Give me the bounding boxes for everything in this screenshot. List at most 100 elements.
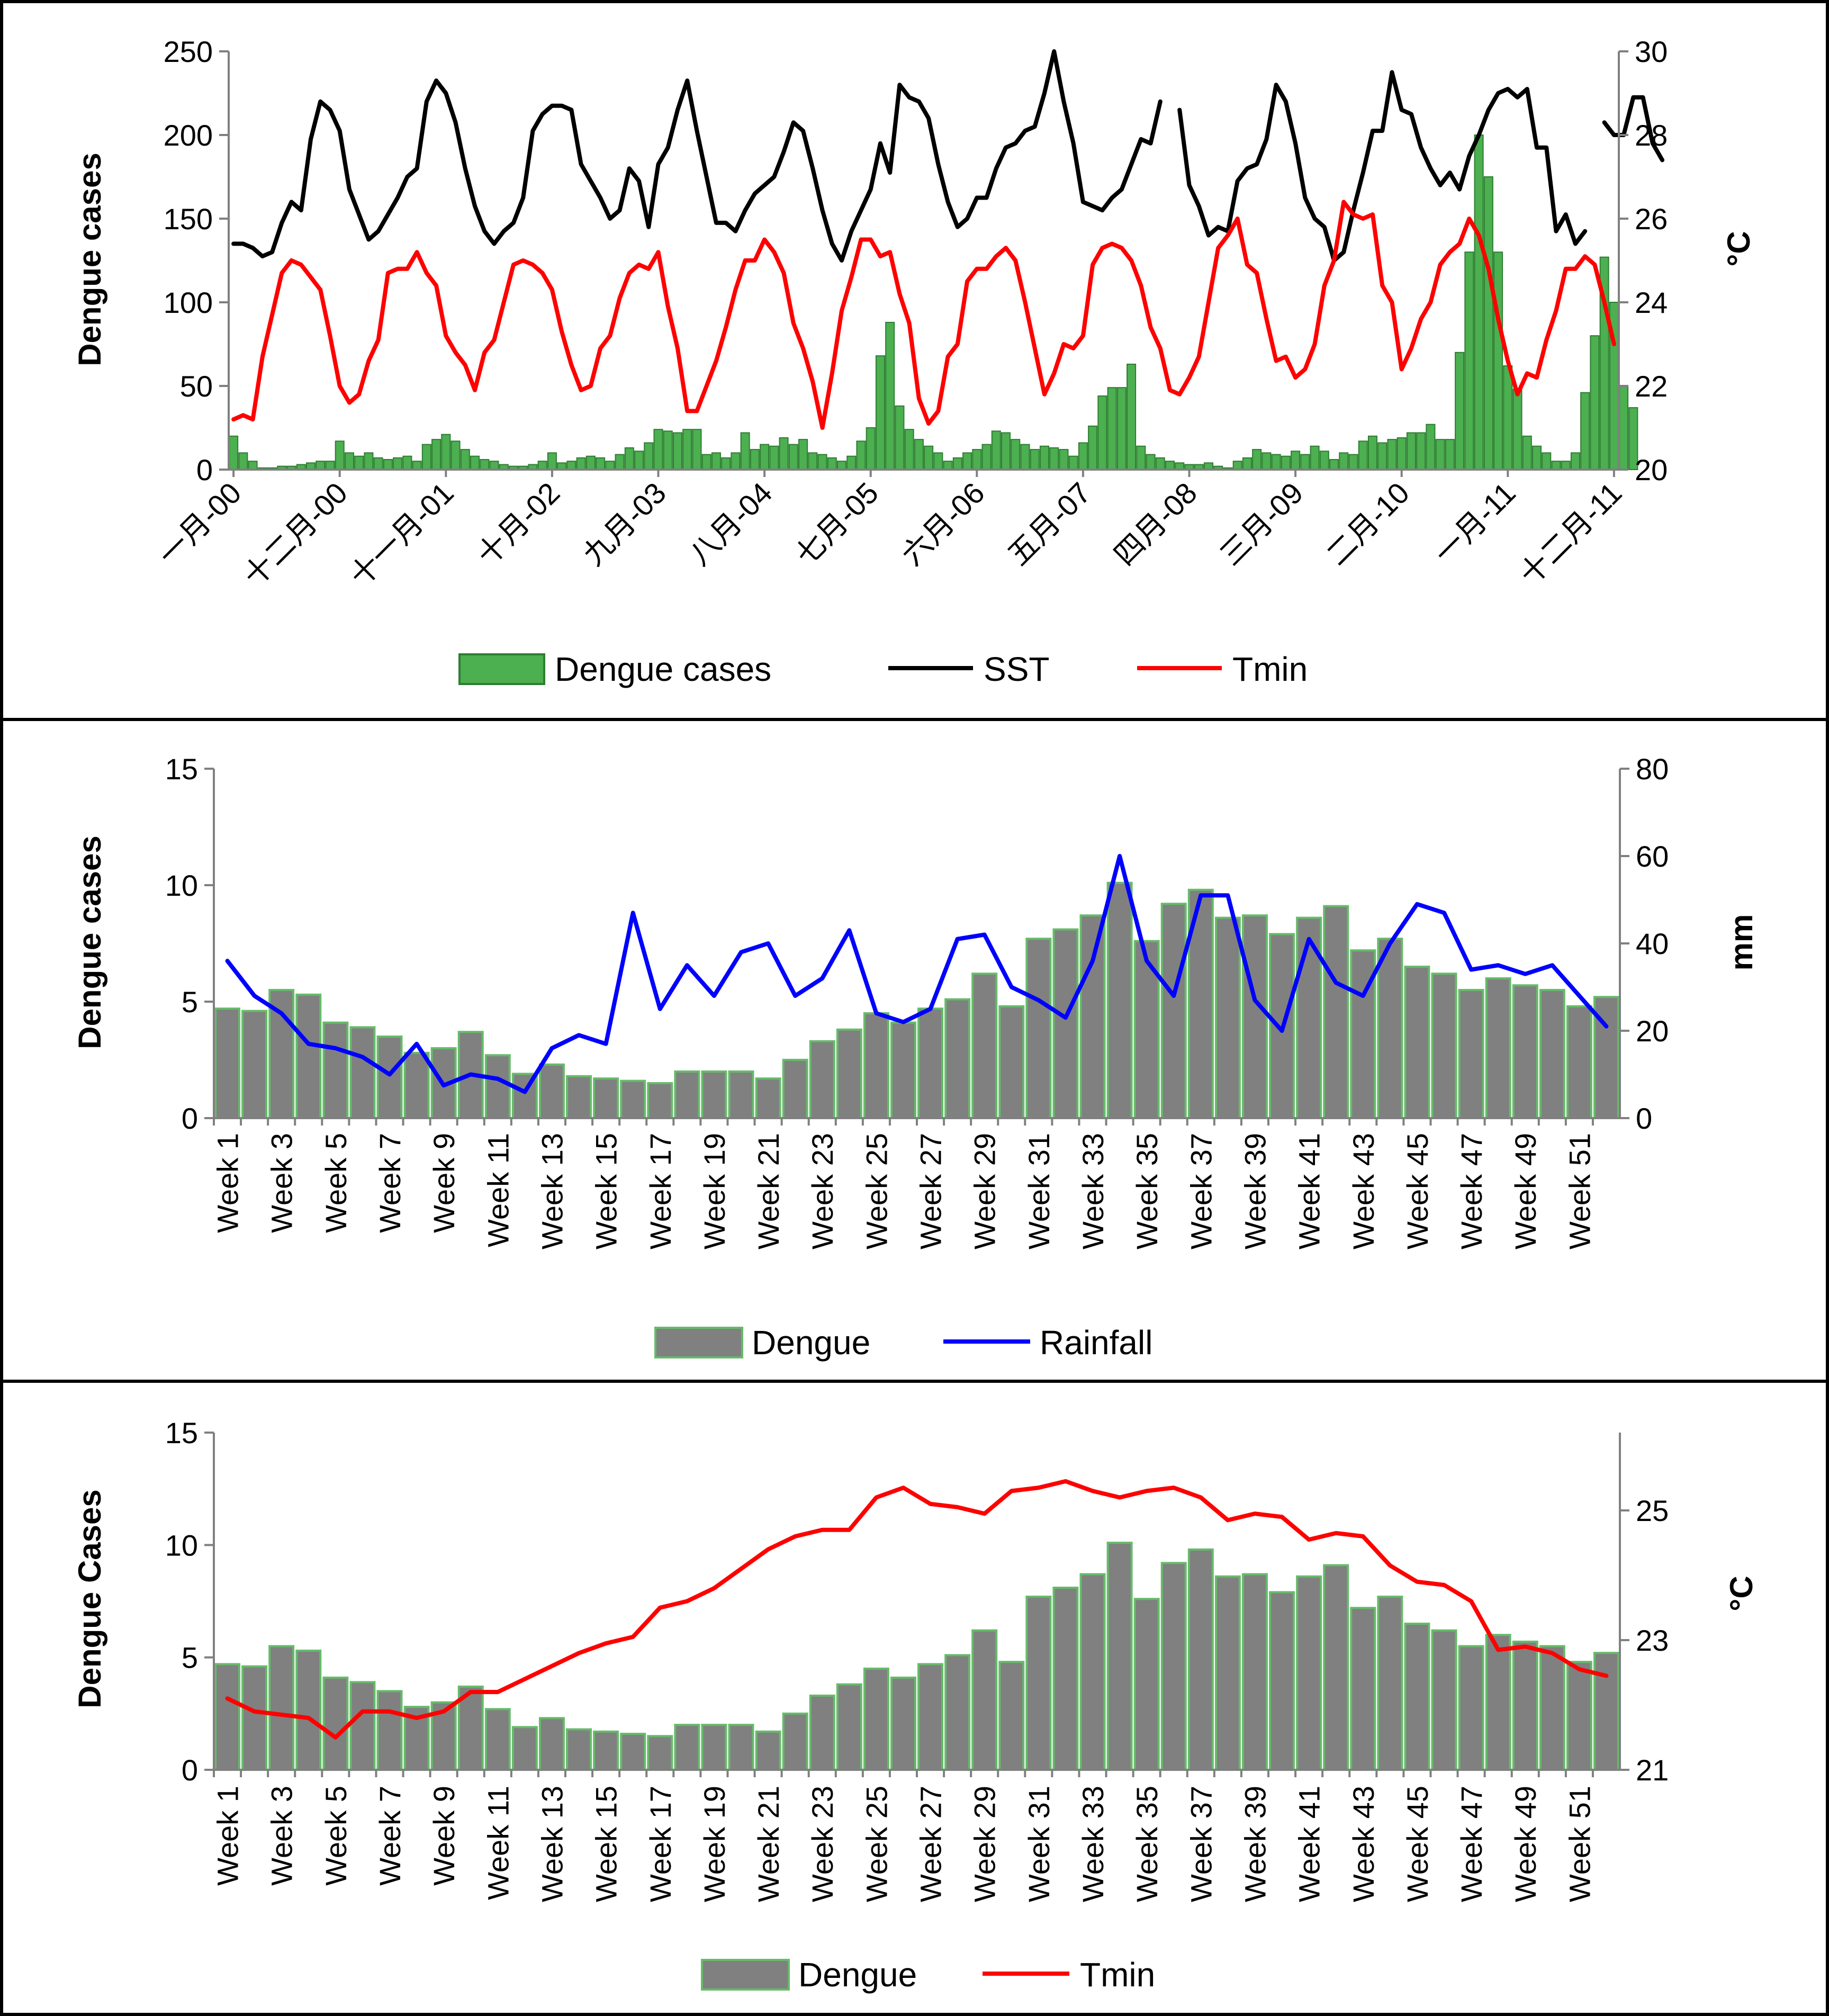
chart-2-line-rainfall: [225, 854, 1609, 1094]
chart-1-bar: [798, 439, 808, 470]
chart-1-y-tick-label: 250: [164, 35, 213, 68]
chart-3-x-tick-label: Week 47: [1455, 1786, 1488, 1902]
chart-3-x-tick-label: Week 51: [1563, 1786, 1596, 1902]
chart-1-bar: [1396, 437, 1407, 471]
chart-2-x-tick-label: Week 25: [860, 1133, 893, 1249]
chart-1-bar: [1377, 442, 1387, 471]
chart-1-bar: [1136, 445, 1146, 471]
chart-3-x-tick-label: Week 49: [1509, 1786, 1542, 1902]
chart-1-y-ticks: 0 50 100 150 200 250: [164, 35, 229, 487]
chart-3-bar: [295, 1649, 322, 1771]
chart-2-x-tick-label: Week 13: [536, 1133, 569, 1249]
chart-3-bar: [241, 1665, 268, 1771]
chart-3-bar: [1241, 1573, 1268, 1771]
chart-3-bar: [268, 1645, 295, 1771]
chart-3-x-tick-label: Week 17: [644, 1786, 677, 1902]
chart-1-y-axis-title: Dengue cases: [72, 152, 107, 366]
chart-2-bar: [1241, 914, 1268, 1119]
chart-1-x-tick-label: 十一月-01: [343, 476, 460, 593]
chart-1-y-tick-label: 50: [180, 370, 213, 403]
chart-3-bar: [674, 1724, 700, 1771]
chart-1-bar: [1116, 387, 1127, 470]
chart-3-bar: [809, 1694, 835, 1771]
chart-3-y-axis-title: Dengue Cases: [72, 1489, 107, 1708]
chart-3-bar: [1431, 1629, 1457, 1771]
chart-1-x-tick-label: 九月-03: [576, 476, 672, 572]
chart-1-bar: [1242, 457, 1252, 471]
chart-3-x-tick-label: Week 9: [427, 1786, 461, 1886]
chart-1-bar: [914, 439, 924, 470]
chart-3-bar: [971, 1629, 998, 1771]
chart-1-bar: [750, 449, 760, 471]
chart-2-x-tick-label: Week 3: [265, 1133, 299, 1233]
chart-3-x-tick-label: Week 27: [914, 1786, 948, 1902]
chart-3-legend-swatch-dengue: [701, 1959, 790, 1991]
chart-2-x-tick-label: Week 23: [806, 1133, 839, 1249]
chart-1-y2-tick-label: 22: [1635, 370, 1668, 403]
chart-3-bar: [1187, 1548, 1214, 1771]
chart-1-bar: [1319, 451, 1329, 470]
chart-2-x-tick-label: Week 21: [752, 1133, 785, 1249]
chart-3-bar: [1485, 1634, 1511, 1771]
chart-3-bar: [647, 1735, 673, 1771]
chart-3-bar: [1512, 1640, 1538, 1771]
chart-1-bar: [229, 435, 239, 470]
chart-1-bar: [1561, 461, 1571, 471]
chart-2-bar: [1323, 905, 1349, 1119]
chart-3-bar: [1566, 1661, 1592, 1771]
chart-2-bar: [1106, 881, 1133, 1119]
chart-1-bar: [875, 355, 885, 470]
chart-3-bar: [1404, 1622, 1430, 1771]
chart-3-x-tick-label: Week 41: [1293, 1786, 1326, 1902]
chart-2-bar: [647, 1082, 673, 1119]
chart-1-bar: [1127, 363, 1137, 470]
chart-2-x-tick-label: Week 47: [1455, 1133, 1488, 1249]
chart-1-bar: [1291, 451, 1301, 470]
chart-1-bar: [1059, 449, 1069, 471]
chart-1-bar: [1329, 459, 1339, 470]
chart-2-bar: [863, 1012, 889, 1119]
chart-2-bar: [322, 1021, 349, 1119]
chart-1-bar: [1088, 425, 1098, 471]
chart-2-bar: [836, 1028, 862, 1120]
chart-1-bar: [1435, 439, 1445, 470]
chart-3-y2-tick-label: 23: [1636, 1624, 1669, 1657]
chart-1-x-tick-label: 四月-08: [1107, 476, 1203, 572]
chart-2-y-tick-label: 15: [165, 752, 198, 786]
chart-2-bar: [728, 1070, 754, 1119]
chart-1-bar: [431, 439, 442, 470]
chart-1-bar: [1406, 432, 1416, 470]
chart-3-x-tick-label: Week 39: [1239, 1786, 1272, 1902]
chart-3-bar: [917, 1663, 944, 1771]
chart-2-y2-axis-title: mm: [1724, 914, 1759, 971]
chart-1-y2-tick-label: 24: [1635, 286, 1668, 319]
chart-1-legend-label-tmin: Tmin: [1232, 650, 1308, 688]
chart-1-bar: [1155, 457, 1165, 471]
chart-2-x-tick-label: Week 39: [1239, 1133, 1272, 1249]
chart-1-bar: [335, 440, 345, 471]
chart-3-x-tick-label: Week 33: [1076, 1786, 1110, 1902]
chart-1-x-tick-label: 八月-04: [683, 476, 779, 572]
chart-3-bar: [1458, 1645, 1484, 1771]
chart-1-y2-tick-label: 30: [1635, 35, 1668, 68]
chart-1-bar: [1512, 389, 1522, 470]
chart-1-bar: [1367, 435, 1378, 470]
chart-2-lines: [225, 854, 1609, 1094]
chart-1-bar: [904, 429, 914, 470]
chart-3-y-tick-label: 0: [182, 1753, 198, 1787]
chart-1-bar: [354, 455, 364, 470]
chart-3-x-tick-label: Week 7: [373, 1786, 407, 1886]
chart-1-bar: [1232, 461, 1242, 471]
chart-2-bar: [1431, 973, 1457, 1119]
chart-2-bar: [809, 1040, 835, 1120]
chart-1-y2-tick-label: 26: [1635, 202, 1668, 236]
chart-2-bar: [944, 998, 971, 1119]
chart-1-bar: [1474, 134, 1484, 470]
chart-1-bar: [788, 444, 798, 470]
chart-1-bar: [1426, 424, 1436, 470]
chart-3-bar: [836, 1683, 862, 1771]
chart-1-lines: [231, 49, 1665, 430]
chart-3-bar: [1106, 1542, 1133, 1771]
chart-3-bar: [1214, 1575, 1241, 1771]
